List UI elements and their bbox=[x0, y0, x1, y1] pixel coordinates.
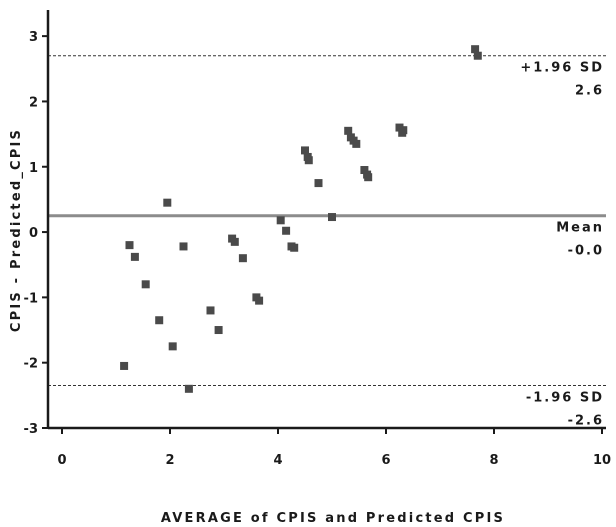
y-ticks: -3 -2 -1 0 1 2 3 bbox=[24, 30, 48, 437]
data-point bbox=[184, 384, 193, 393]
reference-line-label: +1.96 SD bbox=[520, 61, 604, 76]
x-tick-label: 0 bbox=[57, 453, 66, 468]
data-points bbox=[120, 45, 482, 393]
annotations: +1.96 SD 2.6 Mean -0.0 -1.96 SD -2.6 bbox=[520, 61, 604, 429]
data-point bbox=[314, 179, 323, 188]
data-point bbox=[179, 242, 188, 251]
data-point bbox=[120, 361, 129, 370]
y-tick-label: 1 bbox=[29, 161, 38, 176]
y-tick-label: -2 bbox=[24, 357, 38, 372]
x-tick-label: 6 bbox=[381, 453, 390, 468]
y-tick-label: -1 bbox=[24, 291, 38, 306]
data-point bbox=[155, 316, 164, 325]
data-point bbox=[230, 237, 239, 246]
x-tick-label: 8 bbox=[489, 453, 498, 468]
data-point bbox=[364, 173, 373, 182]
data-point bbox=[304, 156, 313, 165]
data-point bbox=[344, 126, 353, 135]
data-point bbox=[471, 45, 480, 54]
data-point bbox=[141, 280, 150, 289]
x-tick-label: 10 bbox=[593, 453, 611, 468]
reference-line-label: Mean bbox=[556, 221, 604, 236]
x-tick-label: 2 bbox=[165, 453, 174, 468]
reference-line-label: -1.96 SD bbox=[526, 391, 604, 406]
x-ticks: 0 2 4 6 8 10 bbox=[57, 428, 611, 468]
data-point bbox=[301, 146, 309, 155]
data-point bbox=[276, 216, 285, 225]
data-point bbox=[255, 296, 264, 305]
data-point bbox=[282, 226, 291, 235]
x-tick-label: 4 bbox=[273, 453, 282, 468]
data-point bbox=[206, 306, 215, 315]
data-point bbox=[360, 166, 369, 175]
axes bbox=[46, 10, 606, 430]
data-point bbox=[125, 241, 134, 250]
x-axis-title: AVERAGE of CPIS and Predicted CPIS bbox=[161, 511, 505, 526]
data-point bbox=[130, 252, 139, 261]
data-point bbox=[290, 243, 299, 252]
y-tick-label: 0 bbox=[29, 226, 38, 241]
data-point bbox=[399, 126, 408, 135]
y-tick-label: -3 bbox=[24, 422, 38, 437]
y-tick-label: 2 bbox=[29, 95, 38, 110]
data-point bbox=[168, 342, 177, 351]
data-point bbox=[238, 254, 247, 263]
data-point bbox=[163, 198, 172, 207]
y-axis-title: CPIS - Predicted_CPIS bbox=[9, 128, 24, 332]
data-point bbox=[473, 51, 482, 60]
reference-line-value: -0.0 bbox=[568, 244, 604, 259]
data-point bbox=[328, 213, 336, 222]
y-tick-label: 3 bbox=[29, 30, 38, 45]
reference-line-value: -2.6 bbox=[568, 414, 604, 429]
reference-lines bbox=[48, 55, 606, 387]
data-point bbox=[214, 326, 223, 335]
reference-line-value: 2.6 bbox=[575, 84, 604, 99]
data-point bbox=[352, 139, 361, 148]
